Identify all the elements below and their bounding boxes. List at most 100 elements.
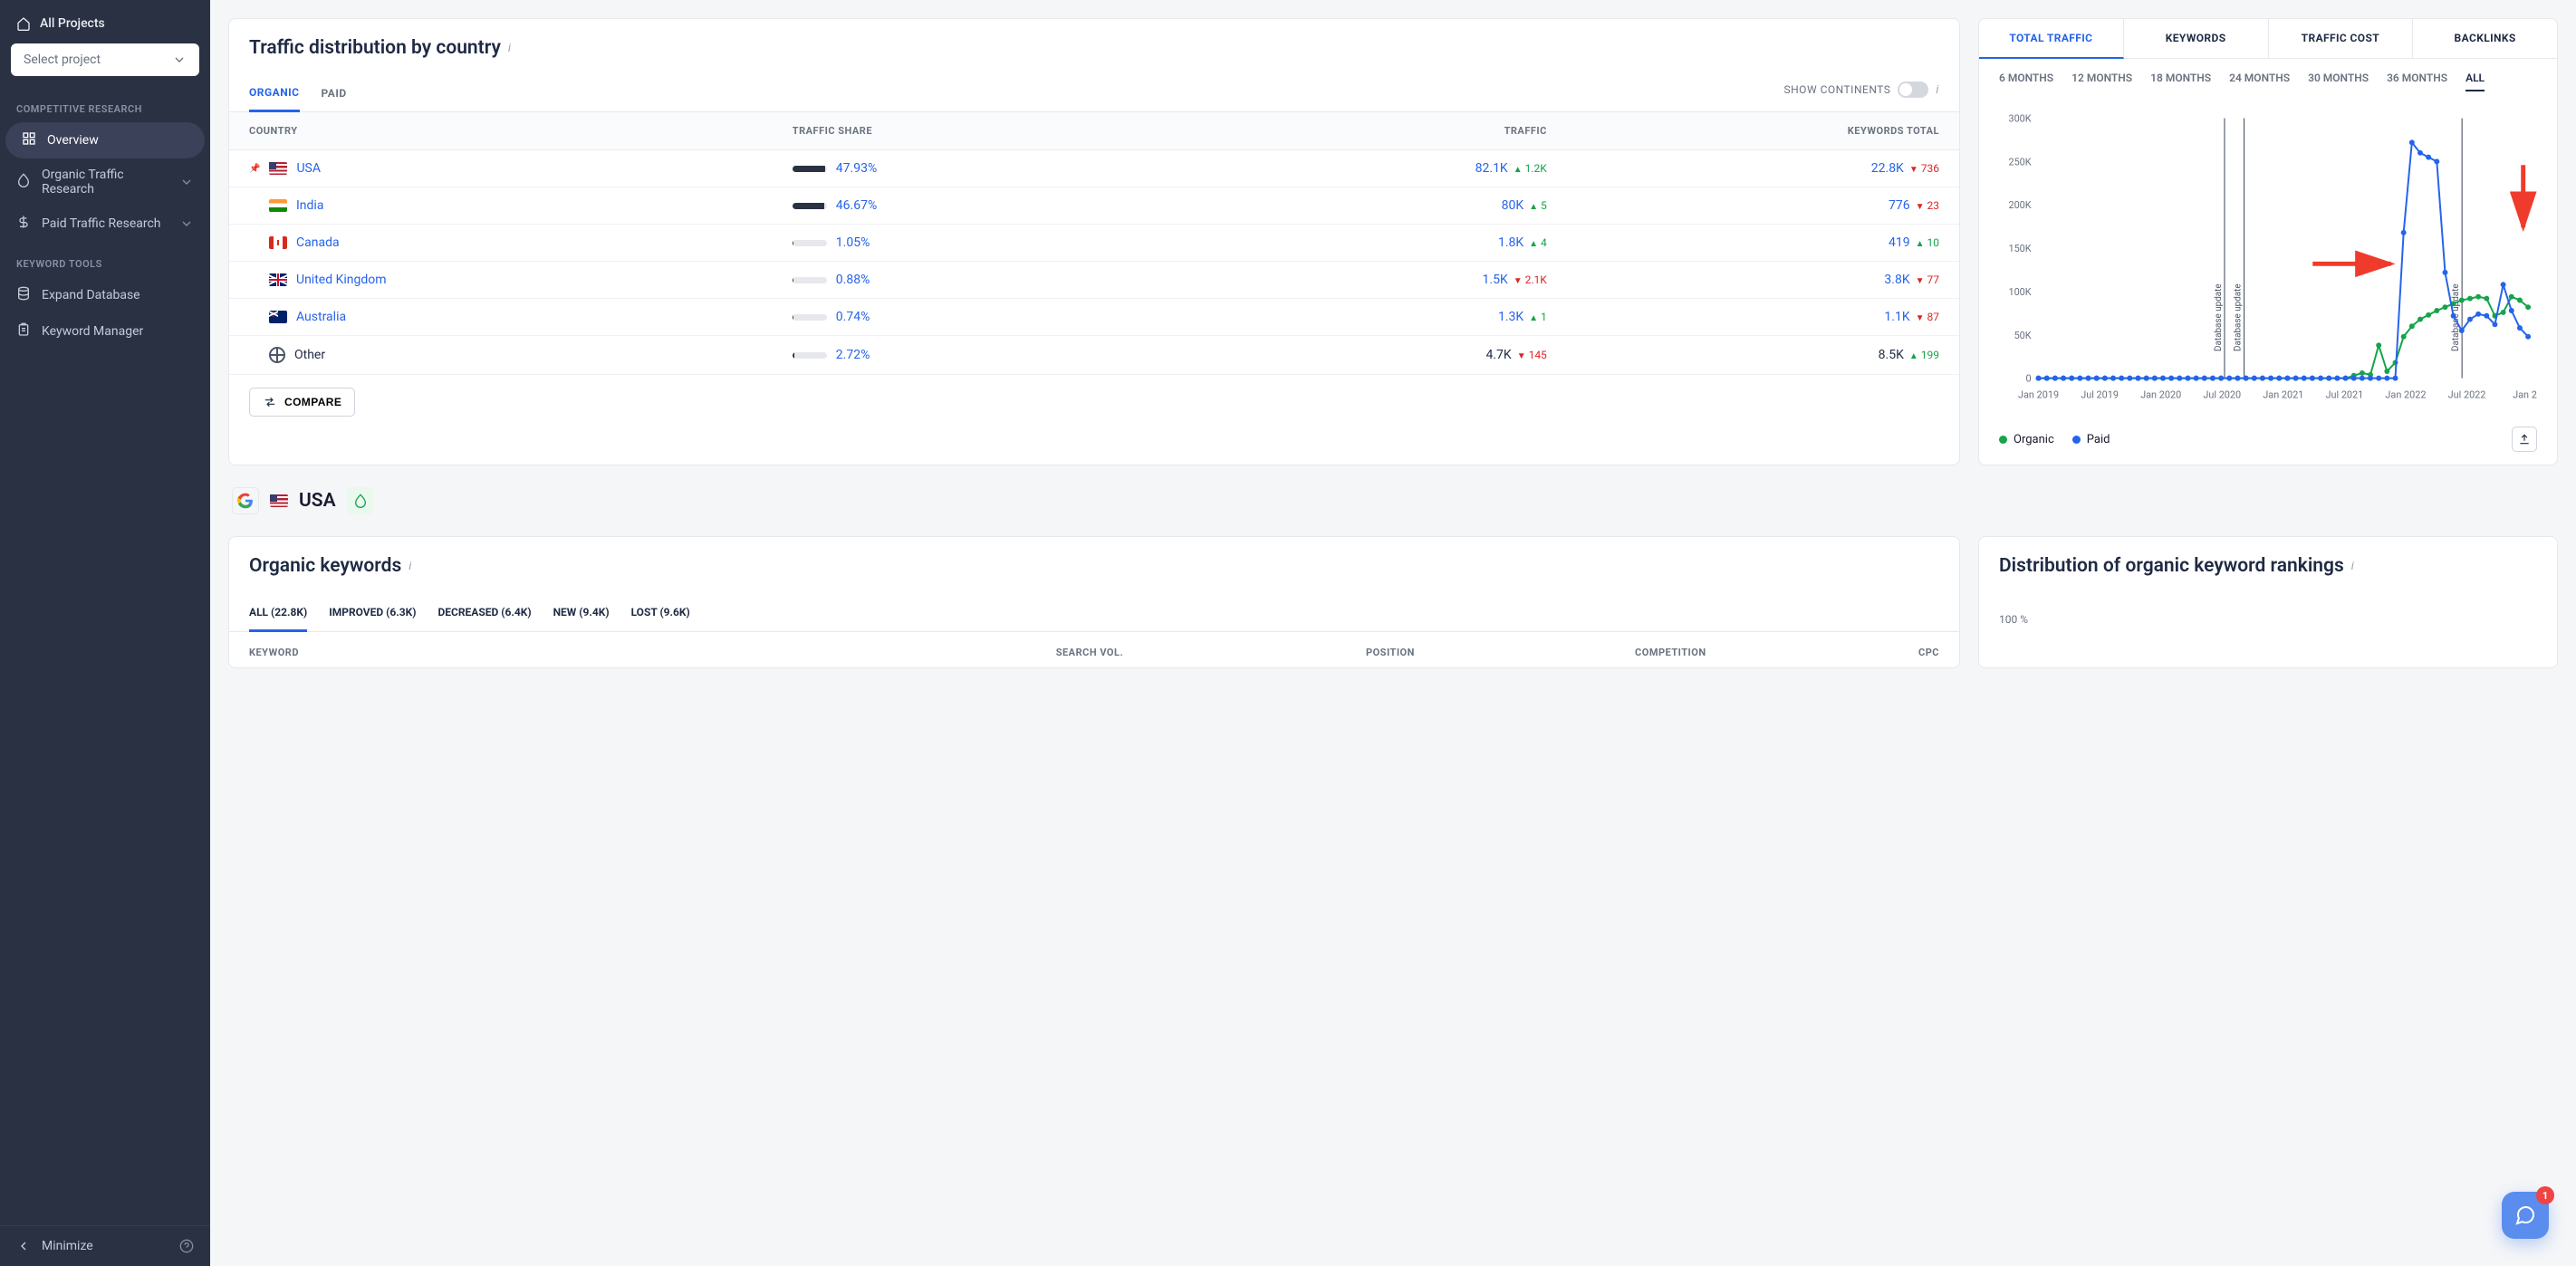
svg-text:300K: 300K — [2008, 113, 2031, 125]
db-icon — [16, 286, 31, 304]
tab-paid[interactable]: PAID — [322, 78, 347, 110]
traffic-delta: ▲ 1.2K — [1514, 162, 1547, 175]
chevron-down-icon — [179, 216, 194, 231]
keywords-value: 8.5K — [1879, 348, 1904, 362]
flag-icon — [269, 199, 287, 212]
distribution-card: Distribution of organic keyword rankings… — [1978, 536, 2558, 668]
traffic-delta: ▲ 1 — [1529, 311, 1547, 323]
help-icon[interactable] — [179, 1239, 194, 1253]
traffic-delta: ▲ 5 — [1529, 199, 1547, 212]
sidebar-item-label: Overview — [47, 133, 99, 148]
sidebar-item-label: Keyword Manager — [42, 324, 143, 339]
svg-text:250K: 250K — [2008, 156, 2031, 168]
traffic-delta: ▼ 145 — [1517, 349, 1547, 361]
card-title: Distribution of organic keyword rankings — [1999, 555, 2344, 577]
flag-icon — [269, 236, 287, 249]
compare-icon — [263, 396, 277, 408]
chart-tab-traffic-cost[interactable]: TRAFFIC COST — [2269, 19, 2414, 58]
legend-organic[interactable]: Organic — [1999, 433, 2054, 446]
flag-icon — [270, 494, 288, 507]
svg-text:Jul 2021: Jul 2021 — [2325, 388, 2363, 400]
svg-text:100K: 100K — [2008, 286, 2031, 298]
dot-icon — [1999, 436, 2007, 444]
table-row: United Kingdom 0.88% 1.5K▼ 2.1K 3.8K▼ 77 — [229, 262, 1959, 299]
country-link[interactable]: India — [296, 198, 323, 213]
country-name: Other — [294, 348, 325, 362]
traffic-value: 1.8K — [1498, 235, 1523, 250]
range-tab-36-months[interactable]: 36 MONTHS — [2387, 72, 2447, 91]
info-icon[interactable]: i — [508, 42, 511, 55]
country-link[interactable]: Australia — [296, 310, 346, 324]
upload-icon — [2518, 433, 2531, 446]
share-value: 46.67% — [836, 198, 877, 213]
project-selector-label: Select project — [24, 53, 101, 67]
info-icon[interactable]: i — [409, 560, 411, 573]
sidebar-item-paid-traffic-research[interactable]: Paid Traffic Research — [0, 206, 210, 242]
flag-icon — [269, 311, 287, 323]
card-title: Organic keywords — [249, 555, 401, 577]
range-tab-24-months[interactable]: 24 MONTHS — [2229, 72, 2290, 91]
show-continents-toggle[interactable] — [1898, 82, 1928, 98]
minimize-label: Minimize — [42, 1239, 93, 1253]
pin-icon: 📌 — [249, 164, 260, 174]
country-header: USA — [228, 484, 2558, 518]
range-tab-all[interactable]: ALL — [2465, 72, 2485, 91]
keywords-value: 3.8K — [1884, 273, 1909, 287]
info-icon[interactable]: i — [2351, 560, 2354, 573]
minimize-button[interactable]: Minimize — [0, 1225, 210, 1266]
traffic-chart: 050K100K150K200K250K300KJan 2019Jul 2019… — [1999, 108, 2537, 407]
info-icon[interactable]: i — [1936, 83, 1939, 97]
home-icon — [16, 16, 31, 31]
legend-paid[interactable]: Paid — [2072, 433, 2110, 446]
google-icon — [232, 487, 259, 514]
traffic-distribution-card: Traffic distribution by country i ORGANI… — [228, 18, 1960, 465]
svg-text:Jan 2019: Jan 2019 — [2018, 388, 2059, 400]
keywords-delta: ▼ 736 — [1909, 162, 1939, 175]
range-tab-18-months[interactable]: 18 MONTHS — [2150, 72, 2211, 91]
project-selector[interactable]: Select project — [11, 43, 199, 76]
sidebar-item-organic-traffic-research[interactable]: Organic Traffic Research — [0, 158, 210, 206]
keywords-tab[interactable]: DECREASED (6.4K) — [437, 606, 531, 631]
keywords-tab[interactable]: ALL (22.8K) — [249, 606, 307, 632]
sidebar: All Projects Select project COMPETITIVE … — [0, 0, 210, 1266]
keywords-delta: ▲ 10 — [1916, 236, 1939, 249]
chevron-down-icon — [172, 53, 187, 67]
country-link[interactable]: USA — [296, 161, 321, 176]
section-title: COMPETITIVE RESEARCH — [0, 87, 210, 122]
chart-tab-keywords[interactable]: KEYWORDS — [2124, 19, 2269, 58]
keywords-tab[interactable]: NEW (9.4K) — [553, 606, 610, 631]
share-value: 47.93% — [836, 161, 877, 176]
sidebar-item-keyword-manager[interactable]: Keyword Manager — [0, 313, 210, 350]
country-link[interactable]: Canada — [296, 235, 340, 250]
section-title: KEYWORD TOOLS — [0, 242, 210, 277]
range-tab-6-months[interactable]: 6 MONTHS — [1999, 72, 2053, 91]
svg-text:Jan 2020: Jan 2020 — [2140, 388, 2181, 400]
traffic-value: 1.5K — [1483, 273, 1508, 287]
keywords-tab[interactable]: IMPROVED (6.3K) — [329, 606, 416, 631]
chart-tab-total-traffic[interactable]: TOTAL TRAFFIC — [1979, 19, 2124, 59]
svg-text:200K: 200K — [2008, 199, 2031, 211]
table-row: India 46.67% 80K▲ 5 776▼ 23 — [229, 187, 1959, 225]
tab-organic[interactable]: ORGANIC — [249, 77, 300, 112]
svg-text:50K: 50K — [2014, 330, 2032, 341]
sidebar-item-overview[interactable]: Overview — [5, 122, 205, 158]
svg-text:0: 0 — [2026, 373, 2032, 385]
svg-text:Jul 2019: Jul 2019 — [2081, 388, 2119, 400]
traffic-value: 1.3K — [1498, 310, 1523, 324]
range-tab-12-months[interactable]: 12 MONTHS — [2071, 72, 2132, 91]
svg-text:Jan 2…: Jan 2… — [2513, 388, 2537, 400]
all-projects-link[interactable]: All Projects — [11, 11, 199, 43]
table-row: Australia 0.74% 1.3K▲ 1 1.1K▼ 87 — [229, 299, 1959, 336]
main-content: Traffic distribution by country i ORGANI… — [210, 0, 2576, 1266]
range-tab-30-months[interactable]: 30 MONTHS — [2308, 72, 2369, 91]
export-button[interactable] — [2512, 427, 2537, 452]
country-link[interactable]: United Kingdom — [296, 273, 387, 287]
chat-button[interactable]: 1 — [2502, 1192, 2549, 1239]
chart-tab-backlinks[interactable]: BACKLINKS — [2413, 19, 2557, 58]
col-keyword: KEYWORD — [249, 647, 831, 658]
col-share: TRAFFIC SHARE — [793, 125, 1185, 137]
keywords-tab[interactable]: LOST (9.6K) — [631, 606, 690, 631]
clipboard-icon — [16, 322, 31, 340]
sidebar-item-expand-database[interactable]: Expand Database — [0, 277, 210, 313]
compare-button[interactable]: COMPARE — [249, 388, 355, 417]
